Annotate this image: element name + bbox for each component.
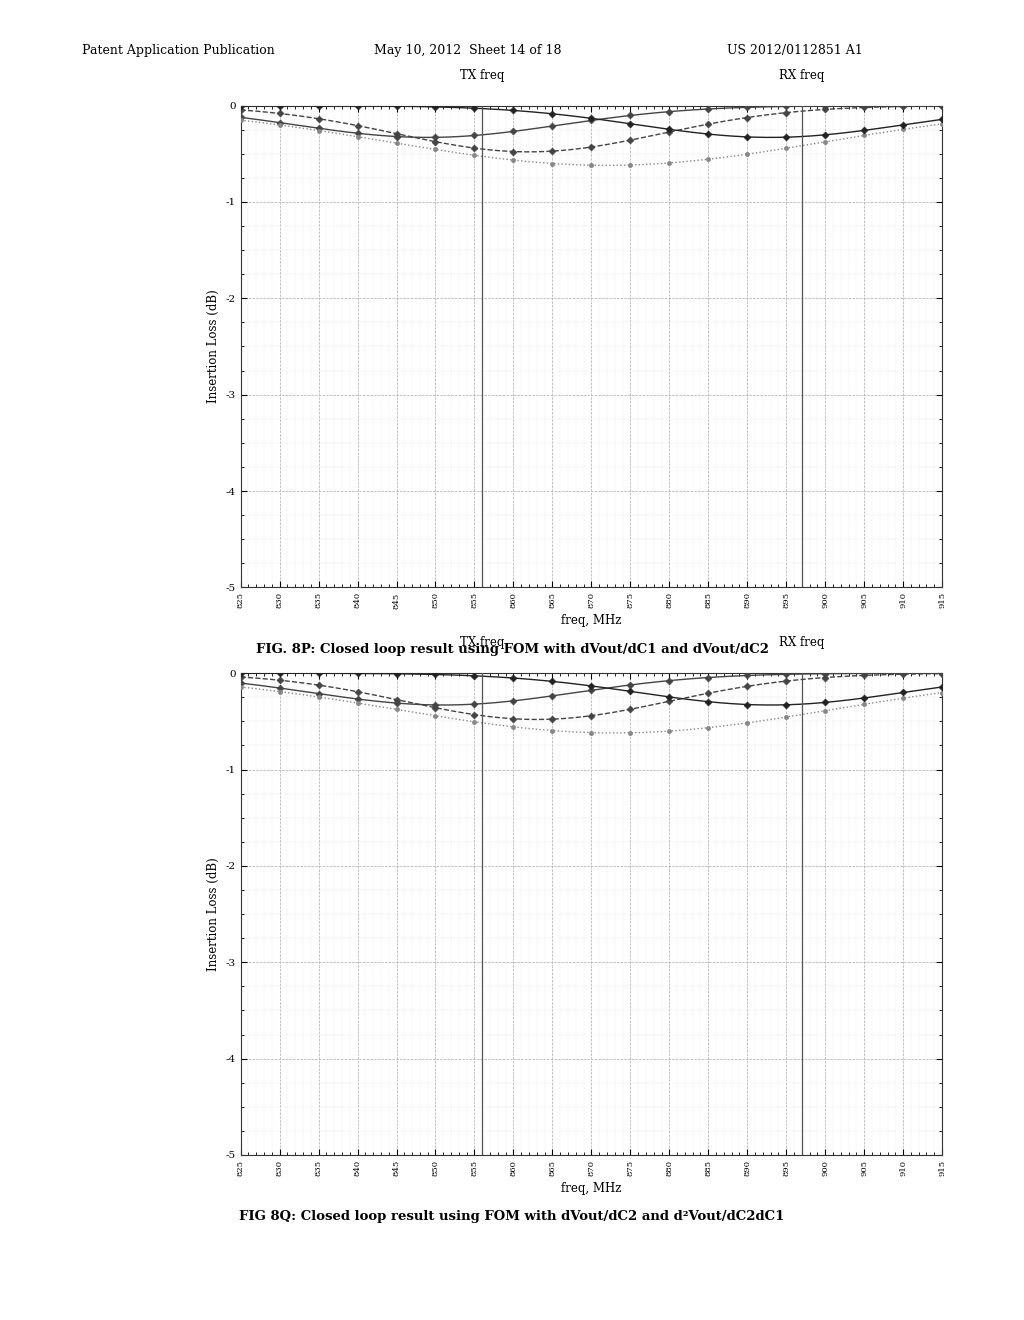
Y-axis label: Insertion Loss (dB): Insertion Loss (dB) (207, 289, 220, 404)
Text: TX freq: TX freq (460, 69, 505, 82)
Y-axis label: Insertion Loss (dB): Insertion Loss (dB) (207, 857, 220, 972)
Text: RX freq: RX freq (779, 69, 824, 82)
Text: RX freq: RX freq (779, 636, 824, 649)
Text: US 2012/0112851 A1: US 2012/0112851 A1 (727, 44, 863, 57)
Text: May 10, 2012  Sheet 14 of 18: May 10, 2012 Sheet 14 of 18 (374, 44, 561, 57)
Text: Patent Application Publication: Patent Application Publication (82, 44, 274, 57)
X-axis label: freq, MHz: freq, MHz (561, 614, 622, 627)
Text: FIG. 8P: Closed loop result using FOM with dVout/dC1 and dVout/dC2: FIG. 8P: Closed loop result using FOM wi… (256, 643, 768, 656)
X-axis label: freq, MHz: freq, MHz (561, 1181, 622, 1195)
Text: TX freq: TX freq (460, 636, 505, 649)
Text: FIG 8Q: Closed loop result using FOM with dVout/dC2 and d²Vout/dC2dC1: FIG 8Q: Closed loop result using FOM wit… (240, 1210, 784, 1224)
